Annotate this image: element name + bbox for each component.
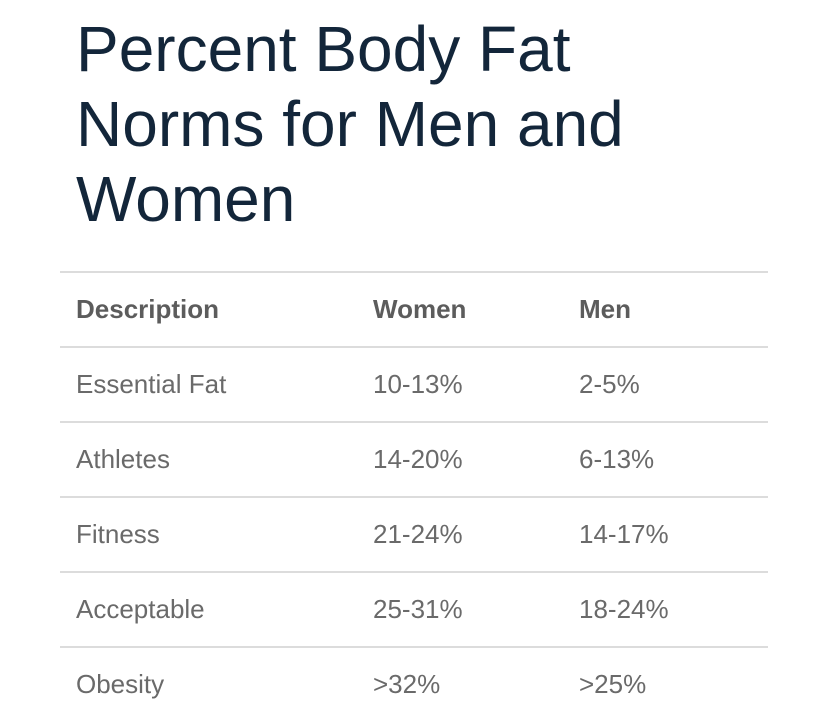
- cell-men: 14-17%: [563, 497, 768, 573]
- cell-men: 18-24%: [563, 572, 768, 648]
- table-row: Athletes 14-20% 6-13%: [60, 422, 768, 498]
- page-title: Percent Body Fat Norms for Men and Women: [76, 13, 624, 235]
- table-body: Essential Fat 10-13% 2-5% Athletes 14-20…: [60, 347, 768, 721]
- cell-description: Essential Fat: [60, 347, 357, 423]
- cell-women: >32%: [373, 669, 441, 699]
- cell-description: Athletes: [60, 422, 357, 498]
- table-header: Description Women Men: [60, 272, 768, 348]
- cell-description: Obesity: [76, 669, 165, 699]
- cell-men: 6-13%: [563, 422, 768, 498]
- table-row: Acceptable 25-31% 18-24%: [60, 572, 768, 648]
- header-women: Women: [357, 272, 563, 348]
- body-fat-table-container: Description Women Men Essential Fat 10-1…: [60, 271, 768, 721]
- body-fat-table: Description Women Men Essential Fat 10-1…: [60, 271, 768, 721]
- header-description: Description: [60, 272, 357, 348]
- header-men: Men: [563, 272, 768, 348]
- table-row: Fitness 21-24% 14-17%: [60, 497, 768, 573]
- cell-description: Fitness: [60, 497, 357, 573]
- header-row: Description Women Men: [60, 272, 768, 348]
- cell-women: 14-20%: [357, 422, 563, 498]
- table-row: Essential Fat 10-13% 2-5%: [60, 347, 768, 423]
- cell-women: 25-31%: [357, 572, 563, 648]
- cell-description: Acceptable: [60, 572, 357, 648]
- cell-men: 2-5%: [563, 347, 768, 423]
- cell-women: 21-24%: [357, 497, 563, 573]
- cell-men: >25%: [579, 669, 647, 699]
- table-row: Obesity >32% >25%: [60, 647, 768, 721]
- cell-women: 10-13%: [357, 347, 563, 423]
